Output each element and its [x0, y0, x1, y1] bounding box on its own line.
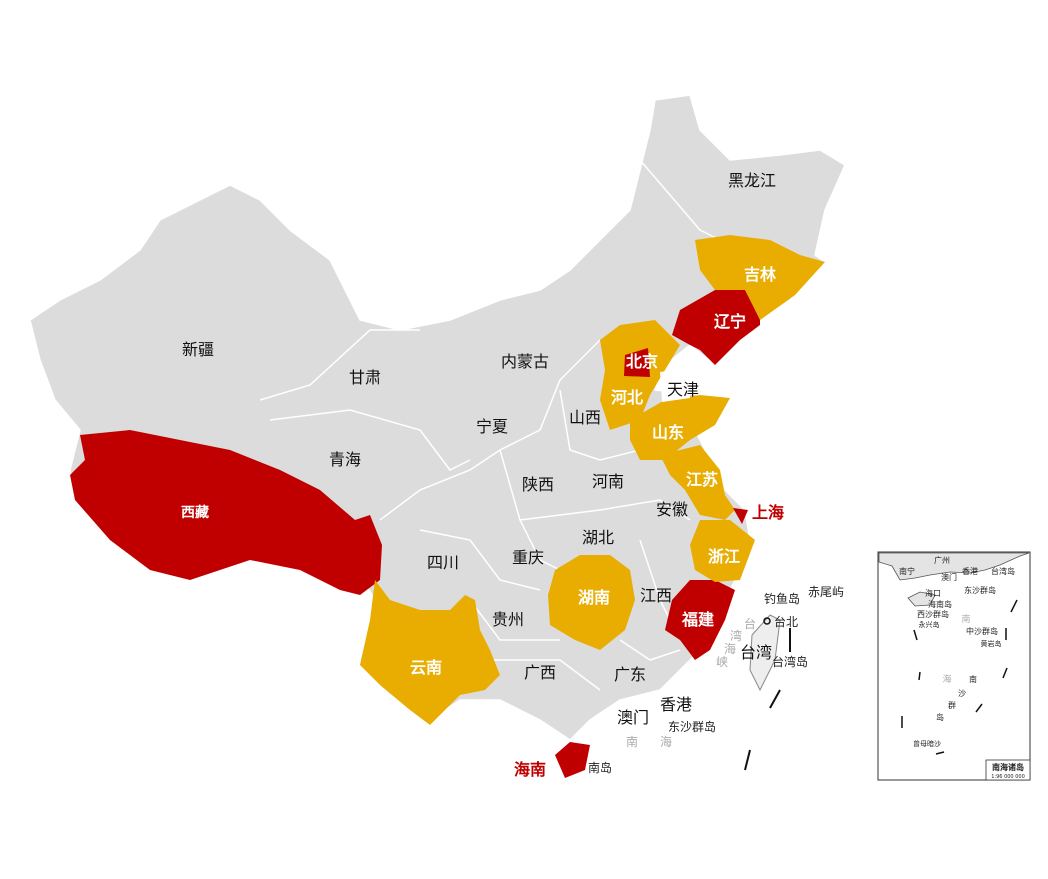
svg-text:永兴岛: 永兴岛	[919, 620, 940, 629]
label-xizang: 西藏	[181, 504, 209, 521]
label-guangdong: 广东	[614, 665, 646, 684]
svg-text:南: 南	[961, 613, 970, 625]
label-zhejiang: 浙江	[708, 547, 740, 566]
label-hainan: 海南	[514, 760, 546, 779]
svg-text:西沙群岛: 西沙群岛	[917, 609, 949, 619]
label-qinghai: 青海	[329, 450, 361, 469]
label-henan: 河南	[592, 472, 624, 491]
label-liaoning: 辽宁	[714, 312, 746, 331]
label-chongqing: 重庆	[512, 548, 544, 567]
label-hebei: 河北	[611, 388, 643, 407]
label-diaoyu: 钓鱼岛	[764, 591, 800, 606]
svg-text:东沙群岛: 东沙群岛	[964, 585, 996, 595]
label-strait-4: 峡	[716, 655, 728, 669]
label-xinjiang: 新疆	[182, 340, 214, 359]
svg-text:广州: 广州	[934, 555, 950, 565]
label-taiwan: 台湾	[740, 643, 772, 662]
label-hunan: 湖南	[578, 588, 610, 607]
region-xizang[interactable]	[70, 430, 382, 595]
region-tianjin[interactable]	[660, 368, 690, 402]
maritime-boundary-marks	[744, 628, 791, 771]
svg-text:台湾岛: 台湾岛	[991, 566, 1015, 576]
label-dongsha: 东沙群岛	[668, 719, 716, 734]
region-jiangsu[interactable]	[660, 445, 735, 520]
label-yunnan: 云南	[410, 658, 442, 677]
label-beijing: 北京	[626, 352, 658, 371]
label-guizhou: 贵州	[492, 610, 524, 629]
label-gansu: 甘肃	[349, 368, 381, 387]
label-tianjin: 天津	[667, 380, 699, 399]
svg-text:沙: 沙	[958, 689, 966, 698]
label-strait-2: 湾	[730, 628, 742, 643]
inset-scale: 1:96 000 000	[991, 774, 1025, 780]
label-strait-3: 海	[724, 641, 736, 656]
region-hainan[interactable]	[555, 742, 590, 778]
svg-text:南宁: 南宁	[899, 566, 915, 576]
province-boundaries	[259, 159, 721, 691]
label-strait-1: 台	[744, 616, 756, 631]
label-hubei: 湖北	[582, 528, 614, 547]
region-jilin[interactable]	[695, 235, 825, 320]
label-nanhai-1: 南	[626, 734, 638, 749]
svg-text:群: 群	[948, 700, 956, 710]
svg-text:中沙群岛: 中沙群岛	[966, 626, 998, 636]
label-heilongjiang: 黑龙江	[728, 171, 776, 190]
label-xianggang: 香港	[660, 695, 692, 714]
region-taiwan[interactable]	[749, 614, 781, 692]
region-fujian[interactable]	[665, 580, 735, 660]
label-taibei: 台北	[774, 614, 798, 629]
label-jiangsu: 江苏	[686, 470, 718, 489]
label-sichuan: 四川	[427, 553, 459, 572]
region-shandong[interactable]	[630, 395, 730, 460]
label-jilin: 吉林	[744, 265, 776, 284]
region-liaoning[interactable]	[672, 290, 760, 365]
svg-text:海口: 海口	[925, 588, 941, 598]
region-yunnan[interactable]	[360, 580, 500, 725]
label-shanxi: 山西	[569, 408, 601, 427]
label-anhui: 安徽	[656, 500, 688, 519]
label-guangxi: 广西	[524, 663, 556, 682]
region-hunan[interactable]	[548, 555, 635, 650]
svg-text:黄岩岛: 黄岩岛	[981, 639, 1002, 648]
label-shandong: 山东	[652, 423, 684, 442]
svg-text:岛: 岛	[936, 712, 944, 722]
region-zhejiang[interactable]	[690, 520, 755, 582]
svg-text:香港: 香港	[962, 566, 978, 576]
svg-text:南: 南	[969, 674, 977, 684]
taibei-marker-icon	[763, 617, 771, 625]
inset-title: 南海诸岛	[992, 762, 1024, 772]
svg-text:澳门: 澳门	[941, 572, 957, 582]
label-jiangxi: 江西	[640, 586, 672, 605]
south-china-sea-inset: 南宁 广州 澳门 香港 台湾岛 海口 东沙群岛 海南岛 西沙群岛 永兴岛 南 中…	[877, 551, 1031, 781]
label-taiwan-dao: 台湾岛	[772, 654, 808, 669]
label-ningxia: 宁夏	[476, 417, 508, 436]
label-shanghai: 上海	[752, 503, 784, 522]
svg-text:曾母暗沙: 曾母暗沙	[913, 739, 941, 748]
label-aomen: 澳门	[617, 708, 649, 727]
label-shaanxi: 陕西	[522, 475, 554, 494]
region-beijing[interactable]	[624, 348, 650, 377]
label-nanhai-2: 海	[660, 734, 672, 749]
label-neimenggu: 内蒙古	[501, 352, 549, 371]
svg-text:海南岛: 海南岛	[928, 599, 952, 609]
region-shanghai[interactable]	[733, 508, 748, 524]
svg-text:海: 海	[942, 673, 951, 685]
label-hainan-dao: 南岛	[588, 760, 612, 775]
label-chiwei: 赤尾屿	[808, 585, 844, 599]
label-fujian: 福建	[681, 610, 714, 629]
